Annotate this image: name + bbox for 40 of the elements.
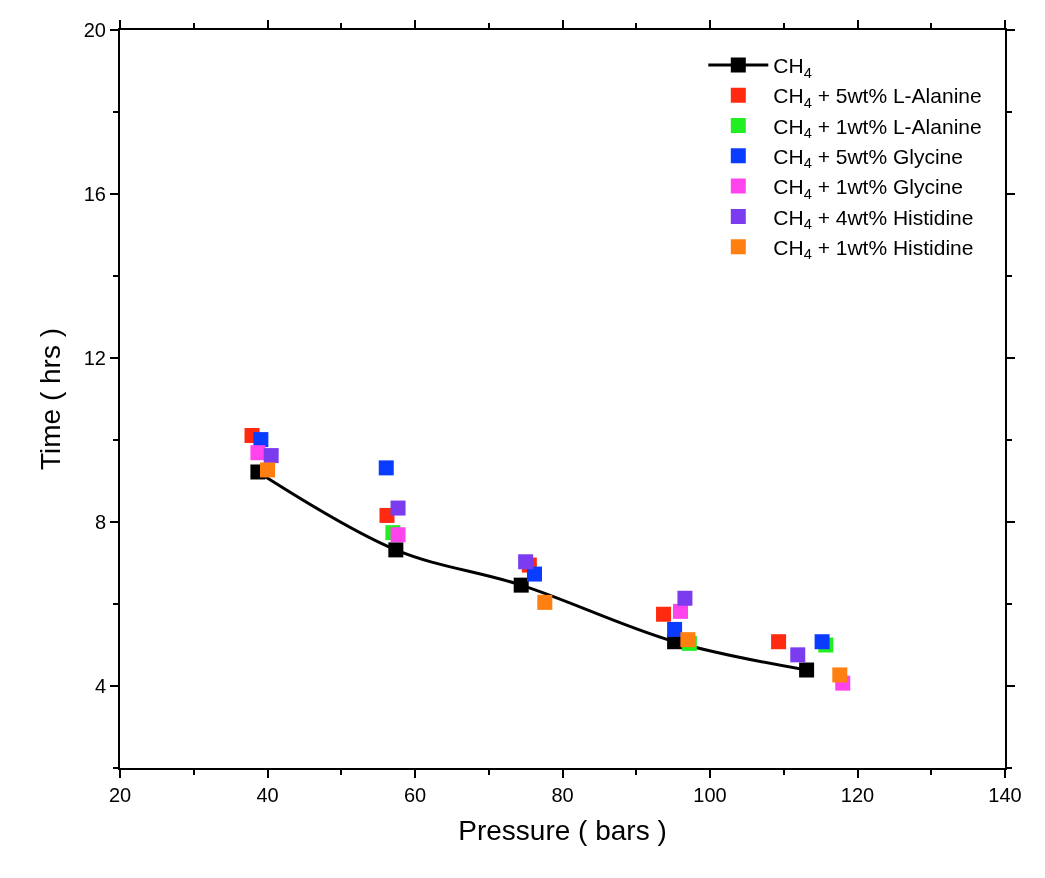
legend-label: CH$_{4}$ + 1wt% Histidine (773, 235, 974, 263)
y-tick-label: 20 (83, 19, 106, 41)
point (513, 577, 529, 593)
legend-label: CH$_{4}$ + 4wt% Histidine (773, 205, 974, 233)
point (537, 594, 553, 610)
legend-label: CH$_{4}$ + 5wt% L-Alanine (773, 84, 982, 111)
point (250, 445, 266, 461)
point (790, 647, 806, 663)
point (390, 500, 406, 516)
y-axis-title: Time ( hrs ) (34, 327, 66, 471)
point (799, 662, 815, 678)
point (390, 527, 406, 543)
point (260, 462, 275, 478)
legend-label: CH$_{4}$ (773, 54, 812, 81)
legend-label: CH$_{4}$ + 1wt% L-Alanine (773, 114, 982, 142)
y-tick-label: 16 (83, 183, 106, 205)
point (832, 667, 848, 683)
point (378, 460, 394, 476)
x-tick-label: 20 (108, 784, 132, 806)
x-tick-label: 80 (551, 784, 574, 806)
point (656, 606, 672, 622)
point (526, 566, 542, 582)
x-tick-label: 60 (403, 784, 427, 806)
point (388, 542, 404, 558)
point (673, 603, 688, 619)
legend-label: CH$_{4}$ + 1wt% Glycine (773, 175, 963, 202)
x-tick-label: 140 (988, 784, 1022, 806)
y-tick-label: 8 (94, 511, 106, 533)
point (667, 621, 683, 637)
point (771, 634, 787, 650)
x-axis-title: Pressure ( bars ) (458, 814, 667, 846)
y-tick-label: 12 (83, 347, 106, 369)
y-tick-label: 4 (94, 675, 106, 697)
point (263, 448, 279, 464)
x-tick-label: 40 (256, 784, 279, 806)
point (677, 590, 693, 606)
x-tick-label: 120 (840, 784, 875, 806)
point (814, 634, 830, 650)
x-tick-label: 100 (693, 784, 727, 806)
legend-label: CH$_{4}$ + 5wt% Glycine (773, 145, 963, 172)
